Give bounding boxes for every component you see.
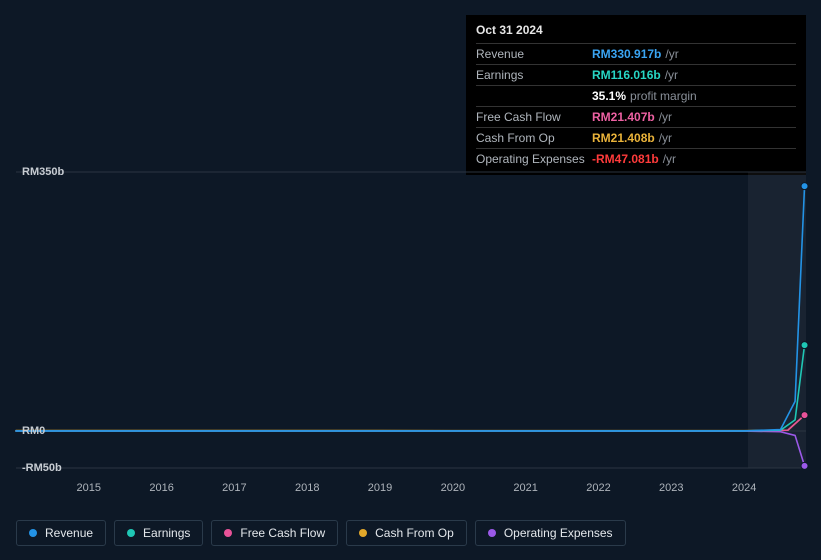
dot-icon: [29, 529, 37, 537]
x-axis-label: 2015: [77, 482, 101, 494]
x-axis: 2015 2016 2017 2018 2019 2020 2021 2022 2023 2024: [16, 482, 806, 500]
legend: Revenue Earnings Free Cash Flow Cash Fro…: [16, 520, 626, 546]
tooltip-date: Oct 31 2024: [476, 23, 796, 44]
tooltip-row-cfo: Cash From Op RM21.408b /yr: [476, 128, 796, 149]
tooltip-unit: /yr: [659, 131, 672, 145]
financials-chart[interactable]: RM350b RM0 -RM50b: [16, 160, 806, 480]
legend-toggle-fcf[interactable]: Free Cash Flow: [211, 520, 338, 546]
legend-label: Earnings: [143, 526, 190, 540]
legend-toggle-revenue[interactable]: Revenue: [16, 520, 106, 546]
dot-icon: [359, 529, 367, 537]
legend-toggle-cfo[interactable]: Cash From Op: [346, 520, 467, 546]
tooltip-row-fcf: Free Cash Flow RM21.407b /yr: [476, 107, 796, 128]
tooltip-value: RM21.407b: [592, 110, 655, 124]
tooltip-margin-text: profit margin: [630, 89, 697, 103]
tooltip-unit: /yr: [659, 110, 672, 124]
chart-tooltip: Oct 31 2024 Revenue RM330.917b /yr Earni…: [466, 15, 806, 175]
y-axis-label: RM350b: [22, 166, 64, 178]
tooltip-value: RM21.408b: [592, 131, 655, 145]
tooltip-row-earnings: Earnings RM116.016b /yr: [476, 65, 796, 86]
x-axis-label: 2024: [732, 482, 756, 494]
x-axis-label: 2016: [149, 482, 173, 494]
y-axis-label: RM0: [22, 425, 45, 437]
y-axis-label: -RM50b: [22, 462, 62, 474]
dot-icon: [224, 529, 232, 537]
legend-toggle-opex[interactable]: Operating Expenses: [475, 520, 626, 546]
tooltip-unit: /yr: [665, 47, 678, 61]
legend-label: Cash From Op: [375, 526, 454, 540]
dot-icon: [488, 529, 496, 537]
tooltip-label: Free Cash Flow: [476, 110, 592, 124]
x-axis-label: 2020: [441, 482, 465, 494]
x-axis-label: 2019: [368, 482, 392, 494]
tooltip-label: Cash From Op: [476, 131, 592, 145]
legend-label: Revenue: [45, 526, 93, 540]
tooltip-margin-pct: 35.1%: [592, 89, 626, 103]
tooltip-value: RM330.917b: [592, 47, 661, 61]
tooltip-label: Revenue: [476, 47, 592, 61]
tooltip-row-revenue: Revenue RM330.917b /yr: [476, 44, 796, 65]
dot-icon: [127, 529, 135, 537]
tooltip-label: Earnings: [476, 68, 592, 82]
x-axis-label: 2023: [659, 482, 683, 494]
x-axis-label: 2022: [586, 482, 610, 494]
chart-svg: [16, 172, 806, 468]
x-axis-label: 2021: [513, 482, 537, 494]
tooltip-value: RM116.016b: [592, 68, 661, 82]
x-axis-label: 2017: [222, 482, 246, 494]
legend-label: Free Cash Flow: [240, 526, 325, 540]
legend-label: Operating Expenses: [504, 526, 613, 540]
tooltip-unit: /yr: [665, 68, 678, 82]
x-axis-label: 2018: [295, 482, 319, 494]
legend-toggle-earnings[interactable]: Earnings: [114, 520, 203, 546]
tooltip-row-margin: 35.1% profit margin: [476, 86, 796, 107]
